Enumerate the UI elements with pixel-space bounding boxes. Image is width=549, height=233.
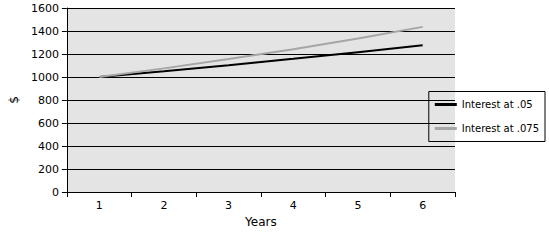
svg-text:200: 200 (38, 163, 59, 176)
svg-text:Interest at .075: Interest at .075 (462, 123, 539, 134)
svg-text:0: 0 (52, 186, 59, 199)
svg-text:400: 400 (38, 140, 59, 153)
svg-text:1600: 1600 (31, 2, 59, 15)
svg-text:1: 1 (96, 199, 103, 212)
svg-text:3: 3 (225, 199, 232, 212)
svg-text:Years: Years (244, 215, 277, 229)
svg-text:600: 600 (38, 117, 59, 130)
svg-text:4: 4 (290, 199, 297, 212)
svg-text:1000: 1000 (31, 71, 59, 84)
svg-text:1400: 1400 (31, 25, 59, 38)
svg-text:$: $ (7, 96, 21, 104)
svg-text:6: 6 (419, 199, 426, 212)
svg-text:5: 5 (354, 199, 361, 212)
svg-text:1200: 1200 (31, 48, 59, 61)
svg-text:2: 2 (160, 199, 167, 212)
svg-text:800: 800 (38, 94, 59, 107)
svg-text:Interest at .05: Interest at .05 (462, 99, 533, 110)
